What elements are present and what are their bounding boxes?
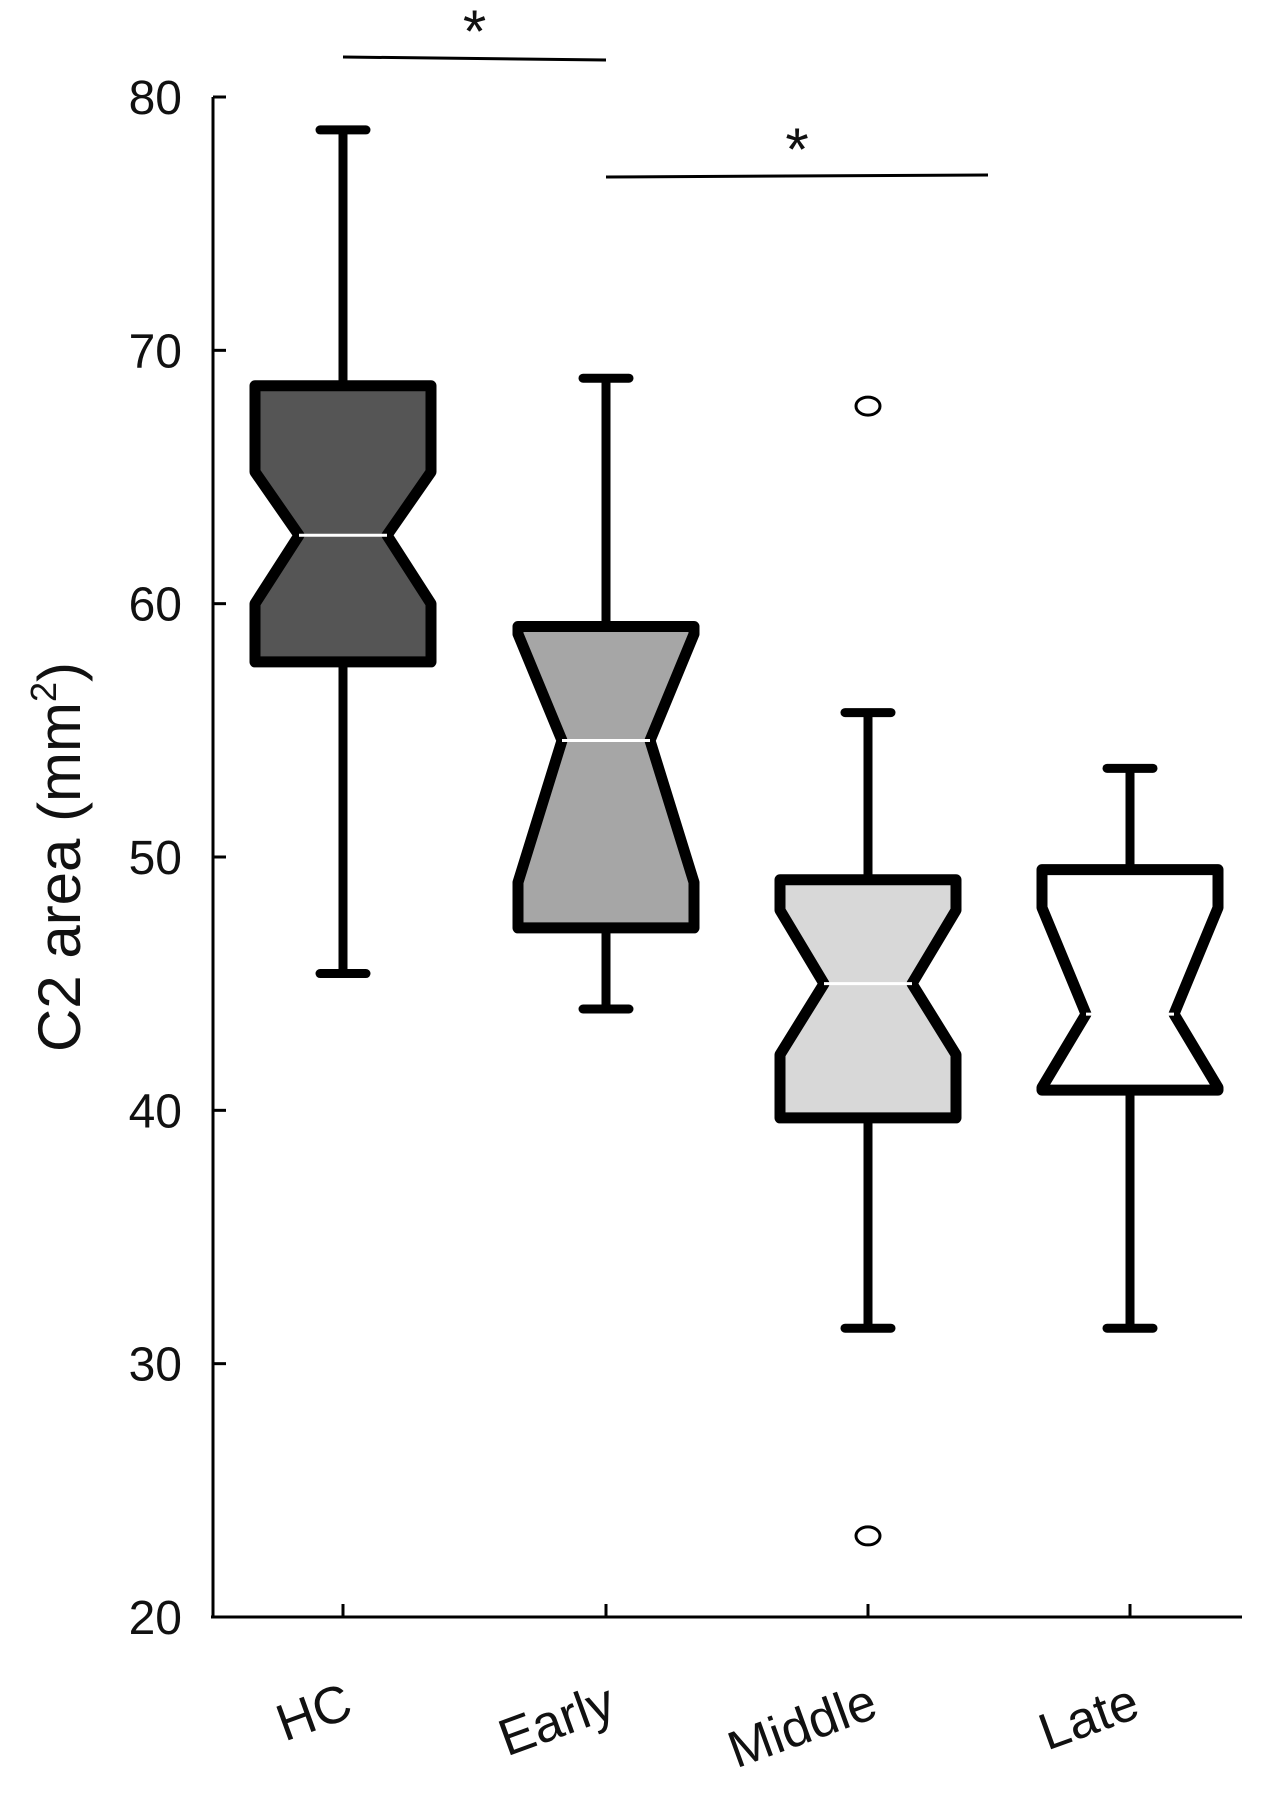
box-body — [1036, 864, 1224, 1096]
y-tick-label: 50 — [129, 832, 182, 885]
y-tick-label: 60 — [129, 579, 182, 632]
box-middle — [774, 395, 962, 1547]
box-late — [1036, 763, 1224, 1333]
axes — [211, 97, 1242, 1619]
outlier-point — [854, 1525, 882, 1547]
significance-annotations: ** — [342, 0, 989, 183]
x-category-label: Early — [491, 1673, 622, 1768]
y-tick-label: 20 — [129, 1592, 182, 1645]
box-body — [774, 874, 962, 1124]
x-category-label: Middle — [721, 1673, 885, 1780]
significance-star: * — [463, 0, 486, 65]
significance-bracket: * — [342, 0, 607, 65]
significance-bracket: * — [605, 116, 989, 183]
box-body — [512, 620, 700, 934]
y-tick-label: 70 — [129, 325, 182, 378]
significance-line — [342, 55, 607, 62]
significance-line — [605, 173, 989, 179]
y-ticks: 20 30 40 50 60 70 80 — [129, 72, 226, 1645]
box-early — [512, 373, 700, 1014]
outlier-point — [854, 395, 882, 417]
x-ticks: HC Early Middle Late — [269, 1604, 1146, 1780]
boxes — [249, 125, 1224, 1547]
box-body — [249, 380, 437, 668]
box-hc — [249, 125, 437, 979]
y-axis-title: C2 area (mm2) — [23, 662, 93, 1052]
significance-star: * — [785, 116, 808, 183]
y-tick-label: 80 — [129, 72, 182, 125]
y-tick-label: 40 — [129, 1085, 182, 1138]
x-category-label: HC — [269, 1673, 359, 1753]
y-tick-label: 30 — [129, 1339, 182, 1392]
x-category-label: Late — [1031, 1673, 1146, 1762]
